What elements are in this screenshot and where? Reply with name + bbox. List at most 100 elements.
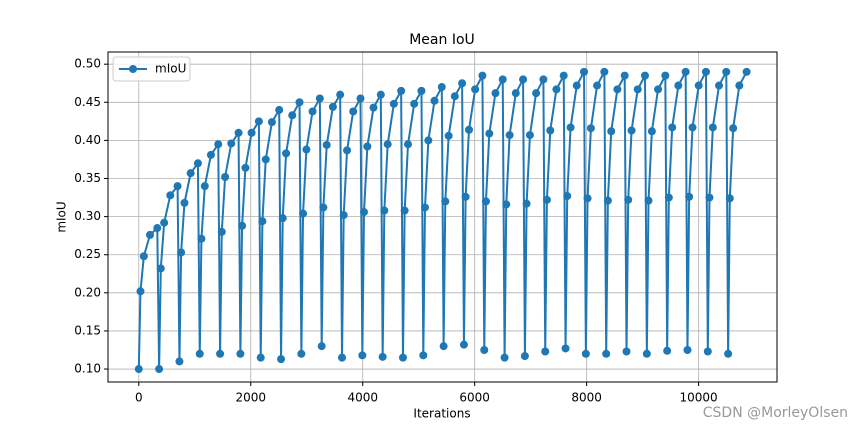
series-marker (633, 85, 642, 94)
series-marker (261, 155, 270, 164)
series-marker (234, 128, 243, 137)
series-marker (735, 81, 744, 90)
x-tick-label: 10000 (680, 391, 718, 405)
series-marker (724, 349, 733, 358)
series-marker (193, 159, 202, 168)
y-tick-label: 0.30 (74, 209, 101, 223)
series-marker (602, 349, 611, 358)
y-tick-label: 0.25 (74, 247, 101, 261)
y-tick-label: 0.50 (74, 57, 101, 71)
x-axis-label: Iterations (413, 407, 470, 421)
series-marker (363, 142, 372, 151)
series-marker (481, 197, 490, 206)
legend-label: mIoU (155, 62, 186, 76)
series-marker (217, 227, 226, 236)
series-marker (216, 349, 225, 358)
series-marker (461, 192, 470, 201)
series-marker (546, 126, 555, 135)
x-tick-label: 4000 (347, 391, 378, 405)
series-marker (627, 126, 636, 135)
series-marker (437, 83, 446, 92)
series-marker (247, 128, 256, 137)
series-marker (378, 352, 387, 361)
chart-title: Mean IoU (409, 32, 475, 48)
legend-box (112, 56, 191, 82)
series-marker (288, 111, 297, 120)
series-marker (703, 347, 712, 356)
series-marker (622, 347, 631, 356)
series-marker (559, 71, 568, 80)
series-marker (725, 194, 734, 203)
series-line (137, 71, 748, 370)
series-marker (315, 94, 324, 103)
series-marker (166, 191, 175, 200)
series-marker (541, 347, 550, 356)
series-marker (607, 127, 616, 136)
y-tick-label: 0.20 (74, 285, 101, 299)
series-marker (701, 67, 710, 76)
series-marker (498, 75, 507, 84)
series-marker (299, 209, 308, 218)
series-marker (227, 139, 236, 148)
series-marker (356, 94, 365, 103)
series-marker (439, 342, 448, 351)
series-marker (566, 123, 575, 132)
series-marker (383, 140, 392, 149)
series-marker (267, 118, 276, 127)
series-marker (563, 192, 572, 201)
series-marker (145, 230, 154, 239)
series-marker (238, 221, 247, 230)
series-marker (661, 71, 670, 80)
series-marker (153, 224, 162, 233)
series-marker (644, 196, 653, 205)
series-marker (258, 217, 267, 226)
series-marker (180, 198, 189, 207)
series-marker (277, 355, 286, 364)
series-marker (254, 117, 263, 126)
series-marker (297, 349, 306, 358)
series-marker (642, 349, 651, 358)
plot-frame (107, 51, 778, 383)
series-marker (459, 340, 468, 349)
series-marker (343, 146, 352, 155)
series-marker (640, 71, 649, 80)
series-marker (572, 81, 581, 90)
series-marker (369, 103, 378, 112)
series-marker (464, 125, 473, 134)
series-marker (278, 214, 287, 223)
series-marker (358, 351, 367, 360)
y-tick-label: 0.10 (74, 362, 101, 376)
series-marker (295, 98, 304, 107)
series-marker (444, 131, 453, 140)
y-tick-label: 0.35 (74, 171, 101, 185)
y-axis-label: mIoU (55, 201, 69, 232)
series-marker (139, 252, 148, 261)
series-marker (400, 206, 409, 215)
series-marker (134, 365, 143, 374)
series-marker (339, 211, 348, 220)
series-marker (647, 127, 656, 136)
series-marker (441, 197, 450, 206)
series-marker (420, 203, 429, 212)
series-marker (177, 248, 186, 257)
series-marker (302, 145, 311, 154)
series-marker (308, 107, 317, 116)
series-marker (186, 169, 195, 178)
series-marker (613, 85, 622, 94)
series-marker (430, 96, 439, 105)
series-marker (206, 150, 215, 159)
x-tick-label: 0 (135, 391, 143, 405)
x-tick-label: 6000 (459, 391, 490, 405)
series-marker (328, 102, 337, 111)
series-marker (742, 67, 751, 76)
series-marker (236, 349, 245, 358)
series-marker (603, 196, 612, 205)
series-marker (688, 123, 697, 132)
series-marker (729, 124, 738, 133)
series-marker (542, 195, 551, 204)
y-tick-label: 0.45 (74, 95, 101, 109)
series-marker (505, 131, 514, 140)
series-marker (674, 81, 683, 90)
series-marker (404, 140, 413, 149)
series-marker (581, 349, 590, 358)
